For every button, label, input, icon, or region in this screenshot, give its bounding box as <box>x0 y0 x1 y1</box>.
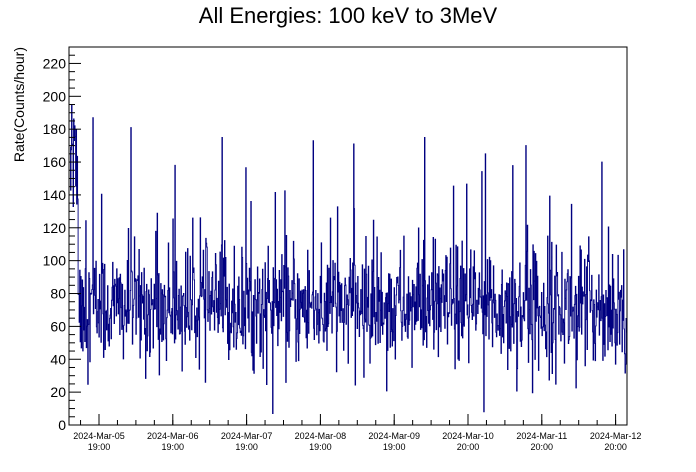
x-tick-time: 20:00 <box>531 442 554 452</box>
x-tick-time: 19:00 <box>235 442 258 452</box>
x-tick-date: 2024-Mar-10 <box>442 431 494 441</box>
x-tick-date: 2024-Mar-08 <box>295 431 347 441</box>
data-series <box>70 104 627 414</box>
y-tick-label: 180 <box>43 121 67 137</box>
x-tick-time: 19:00 <box>88 442 111 452</box>
y-tick-label: 120 <box>43 220 67 236</box>
x-tick-date: 2024-Mar-05 <box>73 431 125 441</box>
x-tick-time: 19:00 <box>383 442 406 452</box>
x-axis: 2024-Mar-0519:002024-Mar-0619:002024-Mar… <box>73 414 641 452</box>
y-tick-label: 40 <box>50 351 66 367</box>
y-tick-label: 20 <box>50 384 66 400</box>
x-tick-time: 20:00 <box>604 442 627 452</box>
y-tick-label: 80 <box>50 286 66 302</box>
x-tick-date: 2024-Mar-12 <box>590 431 642 441</box>
y-tick-label: 100 <box>43 253 67 269</box>
x-tick-time: 20:00 <box>457 442 480 452</box>
series-line <box>70 104 627 414</box>
y-axis-label: Rate(Counts/hour) <box>11 47 27 162</box>
y-tick-label: 200 <box>43 88 67 104</box>
x-tick-date: 2024-Mar-07 <box>221 431 273 441</box>
x-tick-time: 19:00 <box>162 442 185 452</box>
x-tick-date: 2024-Mar-11 <box>516 431 567 441</box>
y-tick-label: 0 <box>58 417 66 433</box>
y-axis: 0 20 40 60 80 100 120 140 160 180 200 220 <box>43 46 81 433</box>
x-tick-time: 19:00 <box>309 442 332 452</box>
x-tick-date: 2024-Mar-09 <box>368 431 420 441</box>
y-tick-label: 140 <box>43 187 67 203</box>
plot-frame <box>68 46 628 426</box>
y-tick-label: 60 <box>50 318 66 334</box>
y-tick-label: 160 <box>43 154 67 170</box>
x-tick-date: 2024-Mar-06 <box>147 431 199 441</box>
y-tick-label: 220 <box>43 55 67 71</box>
chart-title: All Energies: 100 keV to 3MeV <box>199 3 498 28</box>
